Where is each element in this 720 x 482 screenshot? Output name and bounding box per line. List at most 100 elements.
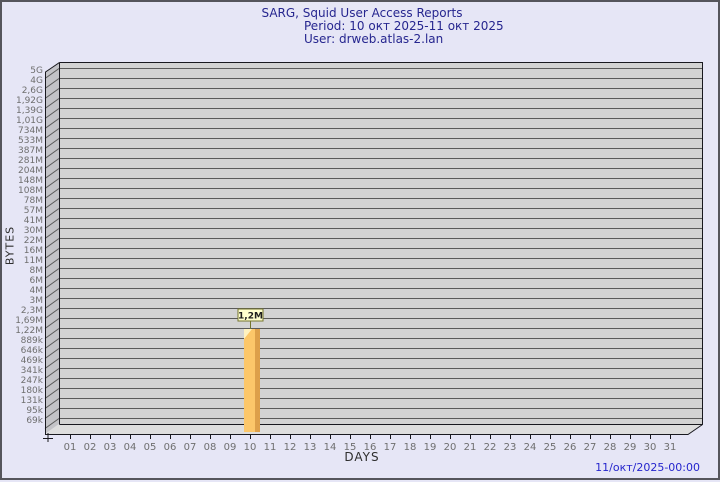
- x-tick-label: 06: [164, 442, 177, 453]
- x-tick-label: 15: [344, 442, 357, 453]
- annotation-box: [237, 308, 264, 322]
- report-user: User: drweb.atlas-2.lan: [304, 32, 444, 46]
- y-tick-label: 204M: [18, 166, 43, 176]
- x-tick-label: 21: [464, 442, 477, 453]
- y-tick-label: 4G: [30, 76, 43, 86]
- x-tick-label: 29: [624, 442, 637, 453]
- gridline-side-tick: [44, 378, 60, 389]
- x-tick-label: 19: [424, 442, 437, 453]
- plot-frame: [43, 62, 703, 442]
- bar-value-annotations: 1,2M: [237, 308, 264, 329]
- gridline-side-tick: [44, 88, 60, 99]
- gridline-side-tick: [44, 278, 60, 289]
- x-tick-label: 24: [524, 442, 537, 453]
- x-axis-tick-labels: 01 02 03 04 05 06 07 08 09 10 11 12 13 14 15 16 17 18 19 20…: [64, 442, 677, 453]
- gridline-side-tick: [44, 398, 60, 409]
- y-tick-label: 30M: [24, 226, 43, 236]
- gridline-side-tick: [44, 228, 60, 239]
- bar-side-face: [255, 329, 260, 432]
- bar: [244, 329, 255, 432]
- x-tick-label: 09: [224, 442, 237, 453]
- y-tick-label: 131k: [21, 396, 44, 406]
- gridline-side-tick: [44, 198, 60, 209]
- gridline-side-tick: [44, 268, 60, 279]
- report-title: SARG, Squid User Access Reports: [261, 6, 463, 20]
- y-tick-label: 148M: [18, 176, 43, 186]
- y-tick-label: 341k: [21, 366, 44, 376]
- gridline-side-tick: [44, 318, 60, 329]
- y-tick-label: 1,01G: [16, 116, 43, 126]
- y-tick-label: 1,22M: [15, 326, 43, 336]
- x-tick-label: 12: [284, 442, 297, 453]
- y-tick-label: 2,3M: [21, 306, 43, 316]
- x-tick-label: 22: [484, 442, 497, 453]
- x-tick-label: 27: [584, 442, 597, 453]
- y-tick-label: 734M: [18, 126, 43, 136]
- x-tick-label: 20: [444, 442, 457, 453]
- bar-value-label: 1,2M: [238, 312, 263, 322]
- x-tick-label: 11: [264, 442, 277, 453]
- y-tick-label: 5G: [30, 66, 43, 76]
- x-tick-label: 25: [544, 442, 557, 453]
- gridline-side-tick: [44, 138, 60, 149]
- bars: [244, 329, 260, 432]
- bar-highlight: [244, 329, 252, 339]
- gridline-side-tick: [44, 158, 60, 169]
- y-tick-label: 95k: [26, 406, 43, 416]
- gridline-side-tick: [44, 408, 60, 419]
- y-tick-label: 6M: [30, 276, 44, 286]
- gridline-side-tick: [44, 308, 60, 319]
- x-tick-label: 02: [84, 442, 97, 453]
- gridline-side-tick: [44, 288, 60, 299]
- gridline-side-tick: [44, 328, 60, 339]
- gridlines: [44, 68, 702, 429]
- plot-area: [59, 62, 702, 424]
- gridline-side-tick: [44, 218, 60, 229]
- gridline-side-tick: [44, 168, 60, 179]
- y-tick-label: 533M: [18, 136, 43, 146]
- x-tick-label: 28: [604, 442, 617, 453]
- x-tick-label: 05: [144, 442, 157, 453]
- x-tick-label: 13: [304, 442, 317, 453]
- gridline-side-tick: [44, 178, 60, 189]
- gridline-side-tick: [44, 358, 60, 369]
- y-axis-tick-labels: 5G4G2,6G1,92G1,39G1,01G734M533M387M281M2…: [15, 66, 44, 426]
- gridline-side-tick: [44, 128, 60, 139]
- x-tick-label: 31: [664, 442, 677, 453]
- y-tick-label: 3M: [30, 296, 44, 306]
- y-tick-label: 69k: [26, 416, 43, 426]
- y-tick-label: 22M: [24, 236, 43, 246]
- x-tick-label: 10: [244, 442, 257, 453]
- y-tick-label: 646k: [21, 346, 44, 356]
- gridline-side-tick: [44, 348, 60, 359]
- x-tick-label: 23: [504, 442, 517, 453]
- y-tick-label: 1,39G: [16, 106, 43, 116]
- x-tick-label: 26: [564, 442, 577, 453]
- gridline-side-tick: [44, 298, 60, 309]
- gridline-side-tick: [44, 368, 60, 379]
- gridline-side-tick: [44, 388, 60, 399]
- x-tick-label: 17: [384, 442, 397, 453]
- x-tick-label: 30: [644, 442, 657, 453]
- x-tick-label: 07: [184, 442, 197, 453]
- gridline-side-tick: [44, 108, 60, 119]
- y-tick-label: 108M: [18, 186, 43, 196]
- x-tick-label: 01: [64, 442, 77, 453]
- y-tick-label: 1,69M: [15, 316, 43, 326]
- x-tick-label: 03: [104, 442, 117, 453]
- gridline-side-tick: [44, 188, 60, 199]
- gridline-side-tick: [44, 148, 60, 159]
- x-tick-label: 18: [404, 442, 417, 453]
- y-tick-label: 247k: [21, 376, 44, 386]
- y-tick-label: 16M: [24, 246, 43, 256]
- gridline-side-tick: [44, 248, 60, 259]
- y-tick-label: 2,6G: [22, 86, 43, 96]
- report-period: Period: 10 окт 2025-11 окт 2025: [304, 19, 504, 33]
- gridline-side-tick: [44, 258, 60, 269]
- y-tick-label: 4M: [30, 286, 44, 296]
- timestamp: 11/окт/2025-00:00: [595, 461, 700, 474]
- y-tick-label: 57M: [24, 206, 43, 216]
- gridline-side-tick: [44, 78, 60, 89]
